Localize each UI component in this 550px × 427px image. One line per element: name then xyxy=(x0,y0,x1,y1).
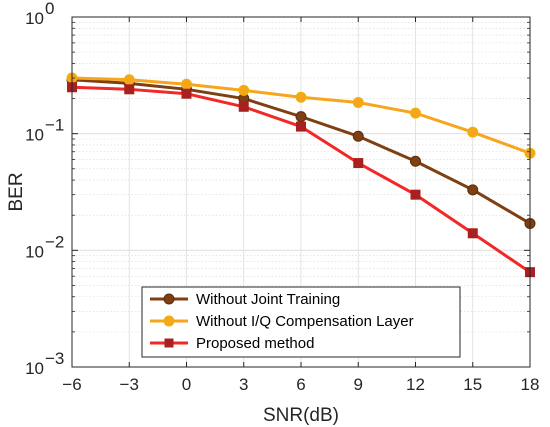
legend-label: Without Joint Training xyxy=(196,291,340,308)
legend-marker xyxy=(164,338,174,348)
data-point xyxy=(467,184,479,196)
y-axis-title: BER xyxy=(6,172,27,211)
legend-box xyxy=(141,286,461,358)
y-tick-exponent: −3 xyxy=(45,349,64,368)
y-tick-exponent: −2 xyxy=(45,232,64,251)
x-axis-title: SNR(dB) xyxy=(263,405,339,426)
data-point xyxy=(410,155,421,167)
legend-entry: Proposed method xyxy=(150,335,314,352)
data-point xyxy=(238,101,249,112)
data-point xyxy=(181,88,192,99)
data-point xyxy=(353,158,364,169)
y-tick-label: 10 xyxy=(25,359,44,378)
x-tick-label: 6 xyxy=(296,375,305,394)
x-tick-label: 0 xyxy=(182,375,191,394)
legend-entry: Without I/Q Compensation Layer xyxy=(150,313,414,330)
y-tick-label: 10 xyxy=(25,126,44,145)
data-point xyxy=(467,228,478,239)
y-tick-exponent: 0 xyxy=(45,0,54,18)
data-point xyxy=(123,74,135,86)
y-tick-label: 10 xyxy=(25,242,44,261)
x-tick-label: −3 xyxy=(120,375,139,394)
x-tick-label: 15 xyxy=(463,375,482,394)
data-point xyxy=(295,91,307,103)
legend-label: Without I/Q Compensation Layer xyxy=(196,313,414,330)
x-tick-label: −6 xyxy=(62,375,81,394)
x-tick-label: 12 xyxy=(406,375,425,394)
data-point xyxy=(295,111,307,123)
data-point xyxy=(467,126,479,138)
x-tick-label: 9 xyxy=(354,375,363,394)
data-point xyxy=(410,189,421,200)
data-point xyxy=(410,107,421,119)
x-tick-label: 18 xyxy=(521,375,540,394)
data-point xyxy=(181,78,192,90)
legend-marker xyxy=(163,315,175,327)
legend-marker xyxy=(163,293,175,305)
data-point xyxy=(296,121,306,132)
data-point xyxy=(352,130,364,142)
data-point xyxy=(238,84,250,96)
legend-entry: Without Joint Training xyxy=(150,291,340,308)
data-point xyxy=(352,96,364,108)
data-point xyxy=(124,84,135,95)
x-tick-label: 3 xyxy=(239,375,248,394)
legend-label: Proposed method xyxy=(196,335,314,352)
series-layer xyxy=(66,72,536,278)
legend: Without Joint Training Without I/Q Compen… xyxy=(141,286,461,358)
y-tick-label: 10 xyxy=(25,9,44,28)
series-3 xyxy=(67,82,535,278)
y-tick-exponent: −1 xyxy=(45,116,64,135)
